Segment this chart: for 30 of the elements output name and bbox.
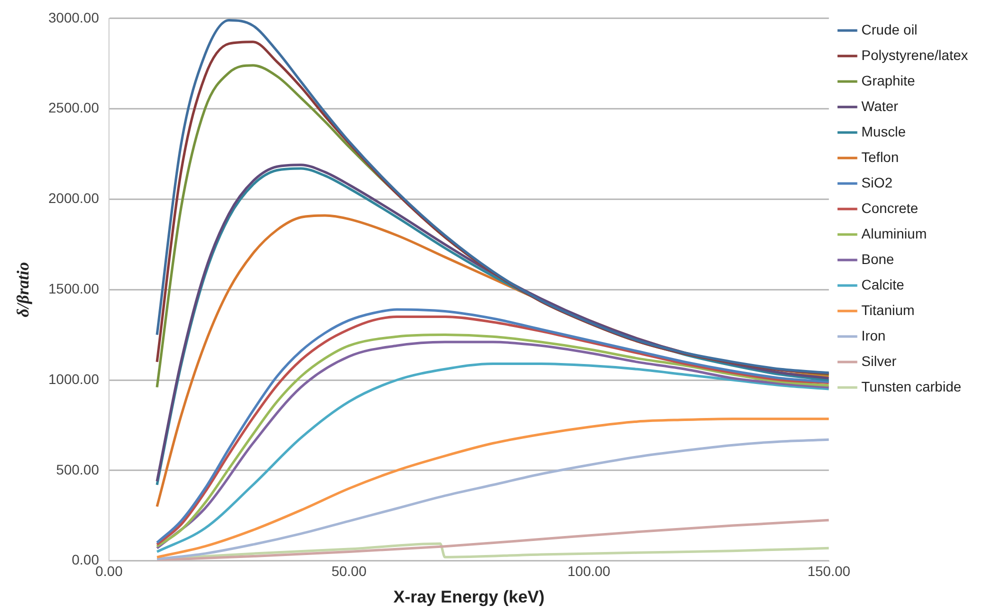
legend-label: Bone xyxy=(861,250,894,267)
legend-label: Teflon xyxy=(861,148,899,165)
legend-label: SiO2 xyxy=(861,174,893,190)
y-axis-title: δ/βratio xyxy=(14,262,33,318)
x-tick-label: 50.00 xyxy=(331,563,367,580)
line-series xyxy=(156,418,829,558)
legend-label: Polystyrene/latex xyxy=(861,46,968,63)
legend-label: Silver xyxy=(861,352,897,369)
x-tick-label: 0.00 xyxy=(95,563,123,580)
legend-label: Graphite xyxy=(861,72,916,88)
y-tick-label: 1000.00 xyxy=(48,370,100,387)
y-tick-label: 1500.00 xyxy=(48,280,100,296)
legend-label: Tunsten carbide xyxy=(861,378,962,394)
legend-label: Iron xyxy=(861,327,886,344)
x-axis-title: X-ray Energy (keV) xyxy=(393,587,545,606)
line-series xyxy=(156,438,829,560)
legend-label: Water xyxy=(861,98,899,114)
legend-label: Muscle xyxy=(861,123,906,140)
legend-label: Aluminium xyxy=(861,225,927,242)
legend-label: Crude oil xyxy=(861,21,918,38)
legend-label: Concrete xyxy=(861,200,918,216)
y-tick-label: 2500.00 xyxy=(48,100,100,116)
y-tick-label: 2000.00 xyxy=(48,190,100,206)
x-tick-label: 150.00 xyxy=(807,563,851,580)
legend-label: Calcite xyxy=(861,276,904,292)
legend-label: Titanium xyxy=(861,302,915,318)
x-tick-label: 100.00 xyxy=(568,563,611,580)
line-series xyxy=(156,518,829,561)
y-tick-label: 500.00 xyxy=(56,461,100,478)
y-tick-label: 3000.00 xyxy=(48,9,100,26)
